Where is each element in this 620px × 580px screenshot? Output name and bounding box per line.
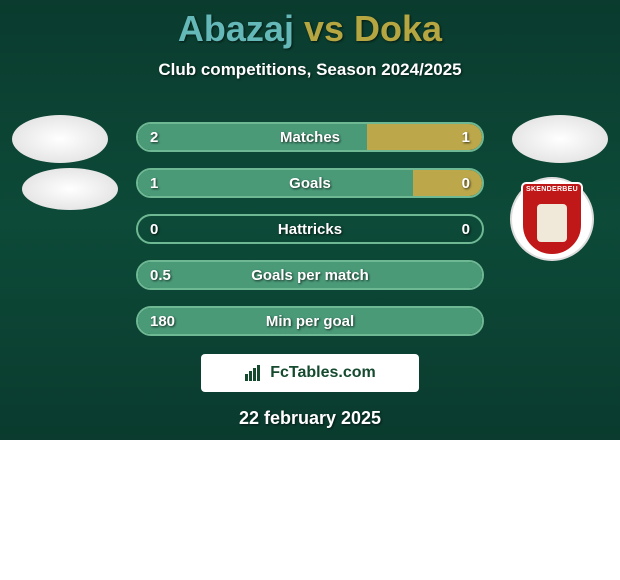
date-text: 22 february 2025 bbox=[0, 408, 620, 429]
player2-club-badge: SKENDERBEU bbox=[510, 177, 594, 261]
stat-row: 00Hattricks bbox=[136, 214, 484, 244]
stat-label: Matches bbox=[138, 124, 482, 150]
comparison-card: Abazaj vs Doka Club competitions, Season… bbox=[0, 0, 620, 440]
stat-label: Goals bbox=[138, 170, 482, 196]
club-badge-shield: SKENDERBEU bbox=[521, 182, 583, 256]
player1-club-placeholder bbox=[22, 168, 118, 210]
player1-name: Abazaj bbox=[178, 8, 294, 49]
club-badge-text: SKENDERBEU bbox=[523, 186, 581, 193]
stat-label: Min per goal bbox=[138, 308, 482, 334]
stat-row: 180Min per goal bbox=[136, 306, 484, 336]
bar-chart-icon bbox=[244, 364, 264, 382]
stat-bars: 21Matches 10Goals 00Hattricks 0.5Goals per … bbox=[136, 122, 484, 352]
title: Abazaj vs Doka bbox=[0, 0, 620, 50]
fctables-brand: FcTables.com bbox=[201, 354, 419, 392]
stat-label: Hattricks bbox=[138, 216, 482, 242]
brand-text: FcTables.com bbox=[270, 364, 376, 382]
stat-row: 21Matches bbox=[136, 122, 484, 152]
stat-label: Goals per match bbox=[138, 262, 482, 288]
stat-row: 10Goals bbox=[136, 168, 484, 198]
stat-row: 0.5Goals per match bbox=[136, 260, 484, 290]
player1-avatar-placeholder bbox=[12, 115, 108, 163]
player2-avatar-placeholder bbox=[512, 115, 608, 163]
vs-text: vs bbox=[304, 8, 344, 49]
subtitle: Club competitions, Season 2024/2025 bbox=[0, 60, 620, 80]
player2-name: Doka bbox=[354, 8, 442, 49]
club-badge-icon bbox=[537, 204, 567, 242]
